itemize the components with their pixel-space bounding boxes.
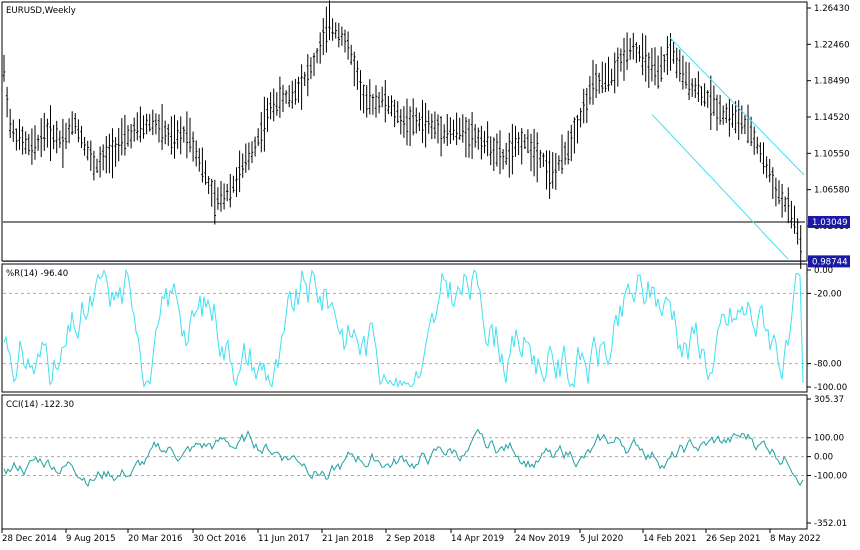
price-tick-label: 1.18490 [814,77,850,87]
cci-series [3,428,805,488]
x-tick-label: 5 Jul 2020 [580,534,623,544]
price-tick-label: 1.14520 [814,113,850,123]
channel-line-lower[interactable] [651,114,789,260]
cci-tick-label: 305.37 [814,395,844,405]
price-tick-label: 1.26430 [814,4,850,14]
cci-title: CCI(14) -122.30 [6,400,74,410]
x-tick-label: 11 Jun 2017 [258,534,310,544]
wpr-tick-label: -100.00 [814,383,847,393]
cci-tick-label: 100.00 [814,434,844,444]
channel-line-upper[interactable] [669,37,805,176]
x-tick-label: 14 Apr 2019 [451,534,504,544]
price-tick-label: 1.10550 [814,149,850,159]
x-tick-label: 2 Sep 2018 [386,534,435,544]
x-tick-label: 24 Nov 2019 [515,534,570,544]
cci-tick-label: 0.00 [814,453,833,463]
wpr-line [3,268,804,389]
price-candles [2,0,805,269]
wpr-title: %R(14) -96.40 [6,269,68,279]
wpr-series [3,268,805,389]
x-tick-label: 26 Sep 2021 [706,534,760,544]
current-price-label: 1.03049 [812,218,848,228]
price-label-box [808,215,850,228]
cci-tick-label: -352.01 [814,519,847,529]
wpr-panel [1,263,808,393]
cci-tick-label: -100.00 [814,471,847,481]
x-tick-label: 8 May 2022 [770,534,821,544]
current-price-label: 0.98744 [812,257,848,267]
wpr-tick-label: -20.00 [814,289,842,299]
price-tick-label: 1.22460 [814,40,850,50]
x-tick-label: 9 Aug 2015 [66,534,116,544]
price-chart-title: EURUSD,Weekly [6,6,76,16]
price-label-box [808,255,850,268]
x-tick-label: 21 Jan 2018 [322,534,374,544]
price-tick-label: 1.06580 [814,186,850,196]
x-tick-label: 30 Oct 2016 [193,534,246,544]
x-tick-label: 20 Mar 2016 [128,534,182,544]
cci-panel [1,394,808,530]
wpr-tick-label: 0.00 [814,266,833,276]
x-tick-label: 28 Dec 2014 [2,534,57,544]
wpr-tick-label: -80.00 [814,360,842,370]
x-tick-label: 14 Feb 2021 [643,534,696,544]
cci-line [3,428,804,488]
axes: 1.26430 1.22460 1.18490 1.14520 1.10550 1.065… [1,4,850,544]
